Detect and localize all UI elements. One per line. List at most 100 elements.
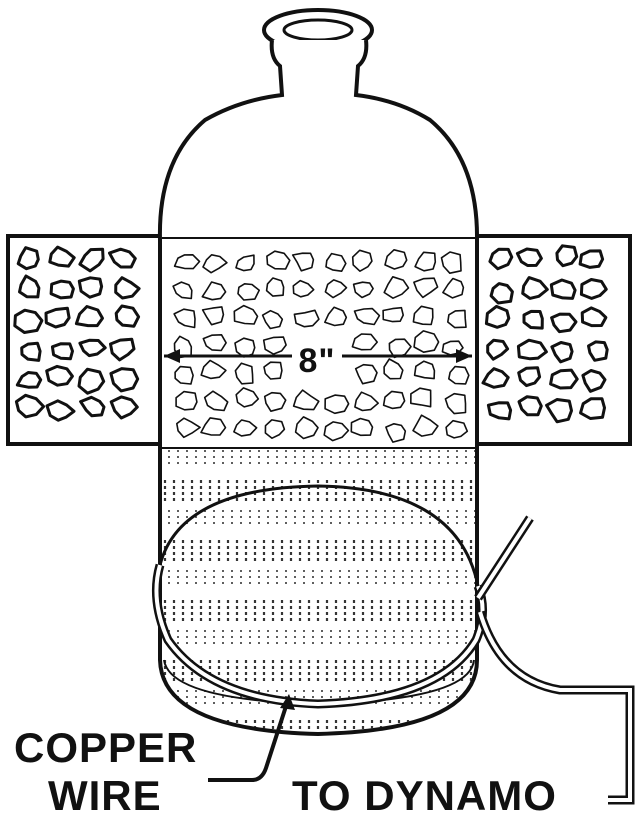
wall-stone (77, 367, 106, 395)
glass-stone (201, 281, 227, 301)
wall-stone (549, 368, 579, 390)
glass-stone (176, 417, 201, 439)
wall-stone (14, 393, 46, 419)
glass-stone (174, 365, 194, 385)
glass-stone (201, 306, 225, 326)
wall-stone (45, 399, 76, 422)
glass-stone (409, 387, 432, 408)
glass-stone (235, 254, 255, 272)
wall-stone (16, 246, 40, 271)
glass-stone (263, 361, 283, 380)
wall-stone (44, 306, 71, 329)
glass-stone (323, 306, 348, 327)
wall-stone (581, 369, 607, 393)
wall-stone (108, 247, 137, 269)
wall-stone (13, 308, 44, 334)
glass-stone (233, 419, 258, 437)
glass-stone (382, 390, 406, 410)
glass-stone (351, 249, 373, 273)
wall-stone (114, 276, 141, 300)
glass-stone (447, 365, 470, 385)
glass-stone (353, 307, 381, 326)
glass-stone (294, 416, 319, 440)
glass-stone (414, 251, 437, 272)
copper-wire (151, 484, 635, 805)
glass-stone (293, 309, 320, 328)
wall-stone (50, 342, 74, 361)
glass-stone (383, 275, 410, 300)
wall-stone (77, 276, 104, 299)
glass-bottle (157, 8, 480, 737)
glass-stone (262, 336, 287, 355)
glass-stone (350, 417, 374, 437)
wall-stone (579, 278, 608, 300)
wall-stone (74, 305, 104, 328)
glass-stone (325, 252, 347, 273)
wall-stone (109, 337, 136, 362)
glass-stone (200, 359, 227, 380)
dynamo-label: TO DYNAMO (292, 772, 557, 819)
wall-stone (580, 306, 608, 328)
dimension-arrow: 8" (164, 336, 472, 380)
copper-label-line1: COPPER (14, 724, 197, 771)
wall-stone (549, 278, 577, 300)
wall-stone (550, 341, 574, 364)
wall-stone (515, 247, 543, 267)
wall-stone (488, 247, 514, 271)
glass-stone (233, 304, 259, 325)
wall-stone (517, 395, 543, 417)
glass-stone (412, 414, 439, 437)
glass-stone (202, 333, 227, 352)
glass-stone (323, 421, 350, 442)
glass-stone (324, 279, 348, 299)
wall-stone (516, 338, 548, 361)
glass-stone (445, 419, 469, 439)
wall-stone (522, 309, 544, 330)
glass-stone (203, 390, 229, 412)
glass-stone (292, 279, 315, 298)
glass-stone (446, 309, 467, 329)
wall-stone (545, 398, 573, 424)
glass-stone (352, 281, 374, 299)
wall-stone (48, 245, 76, 268)
glass-stone (235, 387, 260, 408)
glass-stone (413, 360, 436, 380)
glass-stone (173, 254, 201, 270)
wall-stone (18, 274, 41, 299)
wall-stone (481, 367, 510, 389)
glass-stone (413, 330, 440, 354)
glass-stone (442, 277, 465, 299)
glass-stone (237, 282, 261, 301)
wall-stone (550, 312, 578, 334)
glass-stone (172, 281, 193, 300)
wall-stone (489, 282, 514, 305)
glass-stone (440, 251, 462, 275)
glass-stone (234, 362, 254, 385)
glass-stone (354, 363, 378, 385)
wall-stone (555, 244, 579, 268)
wall-stone (49, 279, 75, 300)
wall-stone (587, 340, 609, 362)
wall-stone (578, 249, 605, 269)
glass-stone (173, 308, 196, 329)
glass-stone (291, 252, 315, 272)
glass-stone (384, 249, 408, 270)
glass-stone (383, 358, 404, 380)
glass-stone (261, 309, 284, 330)
glass-stone (413, 277, 439, 299)
glass-stone (324, 394, 350, 415)
wall-stone (79, 395, 106, 418)
glass-stone (351, 333, 379, 351)
dimension-label: 8" (298, 342, 335, 380)
wall-stone (78, 247, 105, 273)
wall-stone (484, 304, 511, 329)
glass-stone (263, 391, 287, 413)
glass-stone (292, 389, 320, 411)
wall-stone (45, 364, 74, 387)
glass-stone (444, 392, 467, 415)
glass-stone (264, 419, 286, 440)
glass-stone (200, 417, 227, 436)
glass-stone (266, 250, 291, 270)
